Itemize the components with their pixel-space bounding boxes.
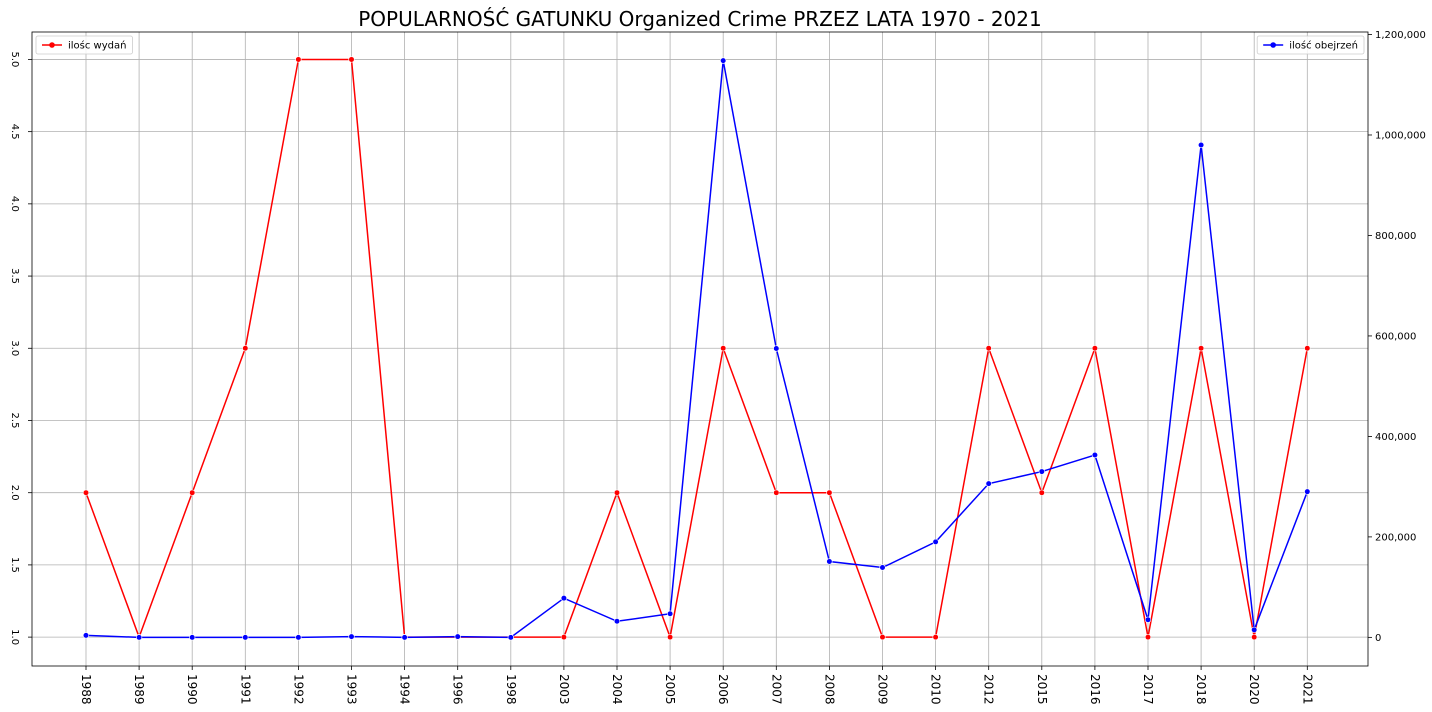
plot-frame [32, 32, 1368, 666]
legends: ilośc wydań ilość obejrzeń [36, 36, 1364, 54]
series-point-1 [933, 634, 939, 640]
series-point-1 [614, 490, 620, 496]
series-point-1 [667, 634, 673, 640]
x-tick-label: 1992 [291, 674, 305, 705]
series-point-2 [774, 346, 780, 352]
x-tick-label: 2015 [1035, 674, 1049, 705]
series-point-2 [349, 634, 355, 640]
series-point-1 [1251, 634, 1257, 640]
x-tick-label: 2020 [1247, 674, 1261, 705]
series-point-1 [1198, 345, 1204, 351]
x-tick-label: 2007 [769, 674, 783, 705]
series-point-2 [880, 565, 886, 571]
y-right-tick-label: 600,000 [1375, 331, 1416, 342]
series-point-1 [243, 345, 249, 351]
series-point-2 [827, 559, 833, 565]
axes: 1988 1989 1990 1991 1992 1993 1994 1996 1998 2003… [9, 30, 1426, 705]
x-tick-label: 2006 [716, 674, 730, 705]
x-tick-label: 1998 [504, 674, 518, 705]
x-tick-label: 2005 [663, 674, 677, 705]
series-point-1 [83, 490, 89, 496]
legend-label: ilośc wydań [68, 40, 126, 52]
x-tick-label: 1989 [132, 674, 146, 705]
series-point-1 [561, 634, 567, 640]
series-point-2 [667, 611, 673, 617]
series-point-1 [1145, 634, 1151, 640]
series-point-2 [1198, 142, 1204, 148]
x-tick-label: 2010 [929, 674, 943, 705]
x-tick-label: 2017 [1141, 674, 1155, 705]
series-point-1 [349, 57, 355, 63]
series-point-2 [1092, 452, 1098, 458]
y-right-tick-label: 400,000 [1375, 432, 1416, 443]
series-point-2 [614, 618, 620, 624]
series-point-2 [243, 635, 249, 641]
series-point-2 [189, 635, 195, 641]
x-tick-label: 2012 [982, 674, 996, 705]
x-tick-label: 2018 [1194, 674, 1208, 705]
series-point-1 [1039, 490, 1045, 496]
grid-lines [32, 32, 1368, 666]
x-tick-label: 1991 [238, 674, 252, 705]
series-point-1 [774, 490, 780, 496]
series-point-2 [1251, 627, 1257, 633]
y-left-tick-label: 3.0 [9, 340, 20, 356]
series-line-2 [86, 61, 1307, 638]
series-point-2 [83, 633, 89, 639]
legend-right: ilość obejrzeń [1257, 36, 1364, 54]
series-point-2 [402, 635, 408, 641]
series-point-2 [1305, 489, 1311, 495]
x-tick-label: 1990 [185, 674, 199, 705]
legend-swatch-marker [1270, 42, 1276, 48]
series-point-1 [720, 345, 726, 351]
series-point-2 [561, 595, 567, 601]
x-tick-label: 1996 [451, 674, 465, 705]
series-point-2 [508, 635, 514, 641]
series-point-1 [296, 57, 302, 63]
series-point-2 [986, 481, 992, 487]
legend-left: ilośc wydań [36, 36, 132, 54]
series-point-2 [1145, 617, 1151, 623]
series-point-2 [933, 539, 939, 545]
legend-swatch-marker [49, 42, 55, 48]
y-left-tick-label: 2.5 [9, 413, 20, 429]
y-left-tick-label: 4.0 [9, 196, 20, 212]
y-right-tick-label: 0 [1375, 633, 1381, 644]
series-point-1 [1092, 345, 1098, 351]
series-point-2 [1039, 469, 1045, 475]
y-left-tick-label: 3.5 [9, 268, 20, 284]
y-left-tick-label: 5.0 [9, 51, 20, 67]
series-point-1 [827, 490, 833, 496]
x-tick-label: 1994 [398, 674, 412, 705]
series-point-2 [136, 635, 142, 641]
y-right-tick-label: 800,000 [1375, 231, 1416, 242]
y-left-tick-label: 4.5 [9, 124, 20, 140]
legend-label: ilość obejrzeń [1289, 40, 1358, 52]
x-tick-label: 2016 [1088, 674, 1102, 705]
x-tick-label: 2021 [1300, 674, 1314, 705]
series-point-1 [880, 634, 886, 640]
chart-title: POPULARNOŚĆ GATUNKU Organized Crime PRZE… [358, 7, 1041, 31]
x-tick-label: 2004 [610, 674, 624, 705]
series-point-1 [189, 490, 195, 496]
y-left-tick-label: 2.0 [9, 485, 20, 501]
x-tick-label: 1993 [345, 674, 359, 705]
y-right-tick-label: 1,000,000 [1375, 130, 1426, 141]
y-right-tick-label: 200,000 [1375, 532, 1416, 543]
series-point-1 [1305, 345, 1311, 351]
x-tick-label: 2003 [557, 674, 571, 705]
y-right-tick-label: 1,200,000 [1375, 30, 1426, 41]
series-point-2 [720, 58, 726, 64]
series-point-2 [296, 635, 302, 641]
y-left-tick-label: 1.0 [9, 629, 20, 645]
x-tick-label: 2008 [822, 674, 836, 705]
x-tick-label: 2009 [876, 674, 890, 705]
series-point-2 [455, 634, 461, 640]
series-point-1 [986, 345, 992, 351]
x-tick-label: 1988 [79, 674, 93, 705]
y-left-tick-label: 1.5 [9, 557, 20, 573]
